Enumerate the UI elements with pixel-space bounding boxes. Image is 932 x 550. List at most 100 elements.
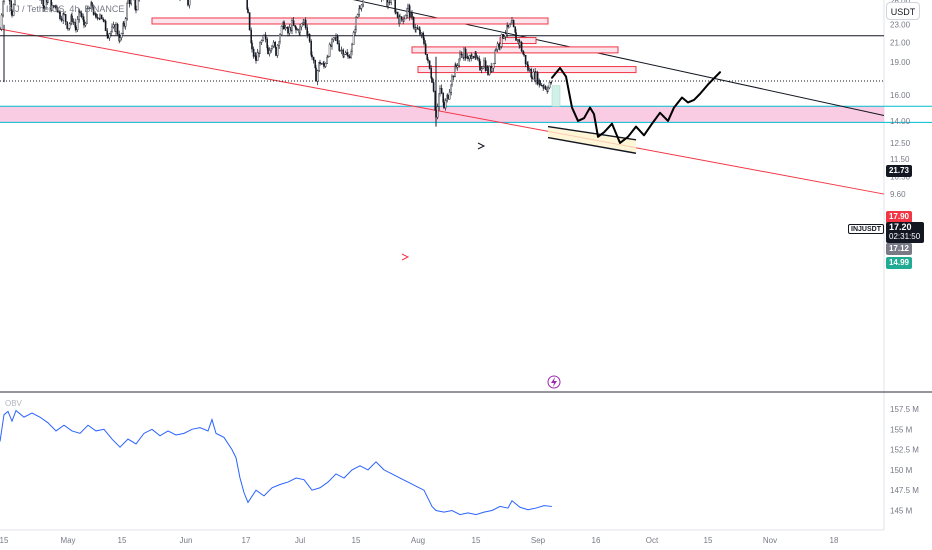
candle-body (411, 13, 413, 18)
candle-body (314, 60, 317, 69)
candle-body (306, 27, 309, 35)
candle (287, 25, 289, 37)
candle (407, 3, 409, 13)
lightning-icon (547, 375, 561, 389)
candle-body (436, 106, 439, 118)
candle (535, 71, 537, 85)
candle-body (76, 19, 79, 31)
time-axis-label: Jun (180, 536, 193, 545)
candle-body (359, 8, 361, 10)
candle-body (460, 53, 463, 56)
candle (91, 1, 93, 10)
candle-body (278, 41, 281, 46)
candle (79, 10, 81, 17)
candle-body (396, 11, 399, 18)
candle-body (74, 22, 76, 28)
candle (514, 26, 516, 33)
candle-body (71, 15, 73, 23)
descending-trendline (352, 0, 885, 116)
candle-body (283, 21, 285, 30)
candle (427, 57, 429, 64)
candle (188, 0, 191, 9)
candle-body (11, 10, 13, 16)
candle (135, 5, 137, 14)
candle (403, 15, 405, 22)
candle-body (266, 39, 269, 48)
candle (476, 55, 479, 61)
candle (519, 40, 521, 49)
candle (346, 49, 349, 56)
candle-body (55, 5, 57, 8)
candle-body (47, 0, 49, 3)
candle-body (527, 64, 529, 71)
candle-body (304, 19, 307, 28)
candle (464, 47, 467, 61)
candle (388, 0, 391, 6)
candle (432, 78, 435, 93)
candle-body (327, 56, 329, 58)
candle-body (547, 87, 549, 92)
candle-body (512, 20, 515, 27)
candle (251, 40, 253, 53)
candle-body (550, 82, 552, 84)
candle (504, 30, 507, 41)
candle-body (482, 66, 485, 69)
candle-body (8, 0, 11, 2)
candle (320, 62, 323, 65)
candle-body (316, 70, 319, 82)
lower-red-trendline (0, 28, 885, 195)
candle (47, 0, 49, 4)
candle-body (346, 52, 349, 56)
candle (511, 16, 513, 24)
candle-body (60, 18, 63, 21)
candle-body (328, 44, 331, 57)
candle (12, 3, 15, 17)
candle-body (343, 54, 345, 57)
candle (428, 60, 431, 70)
candle-body (68, 23, 71, 29)
candle-body (136, 0, 139, 11)
candle-body (323, 63, 325, 67)
candle (291, 18, 293, 35)
candle (500, 33, 503, 49)
candle (279, 33, 281, 45)
candle (248, 12, 251, 31)
candle-body (95, 13, 97, 18)
time-axis-label: May (60, 536, 75, 545)
candle-body (259, 42, 261, 54)
candle-body (263, 34, 265, 36)
candle-body (352, 32, 355, 45)
time-axis-label: 17 (242, 536, 251, 545)
candle (459, 50, 461, 62)
candle (296, 28, 299, 31)
wedge-lower-line (547, 136, 637, 154)
candle-body (358, 8, 361, 15)
candle-body (255, 55, 257, 61)
time-axis-label: 15 (118, 536, 127, 545)
candle-body (540, 84, 543, 86)
time-axis-label: 18 (830, 536, 839, 545)
candle (339, 49, 341, 52)
candle (0, 26, 1, 30)
price-tick-label: 21.00 (890, 38, 911, 47)
candle-body (2, 1, 4, 16)
candle-body (96, 17, 99, 19)
candle (8, 0, 11, 5)
candle-body (347, 54, 349, 57)
candle (271, 44, 273, 51)
candle-body (66, 21, 68, 29)
candle (115, 22, 117, 36)
candle (295, 25, 297, 34)
candle-body (130, 0, 133, 5)
candle-body (395, 11, 397, 13)
candle (515, 28, 517, 41)
candle (128, 0, 131, 8)
candle-body (438, 93, 441, 108)
candle (323, 60, 325, 69)
candle-body (450, 84, 453, 93)
candle-body (499, 46, 501, 48)
price-tick-label: 9.60 (890, 190, 906, 199)
currency-button[interactable]: USDT (886, 2, 920, 20)
candle-body (494, 50, 497, 64)
